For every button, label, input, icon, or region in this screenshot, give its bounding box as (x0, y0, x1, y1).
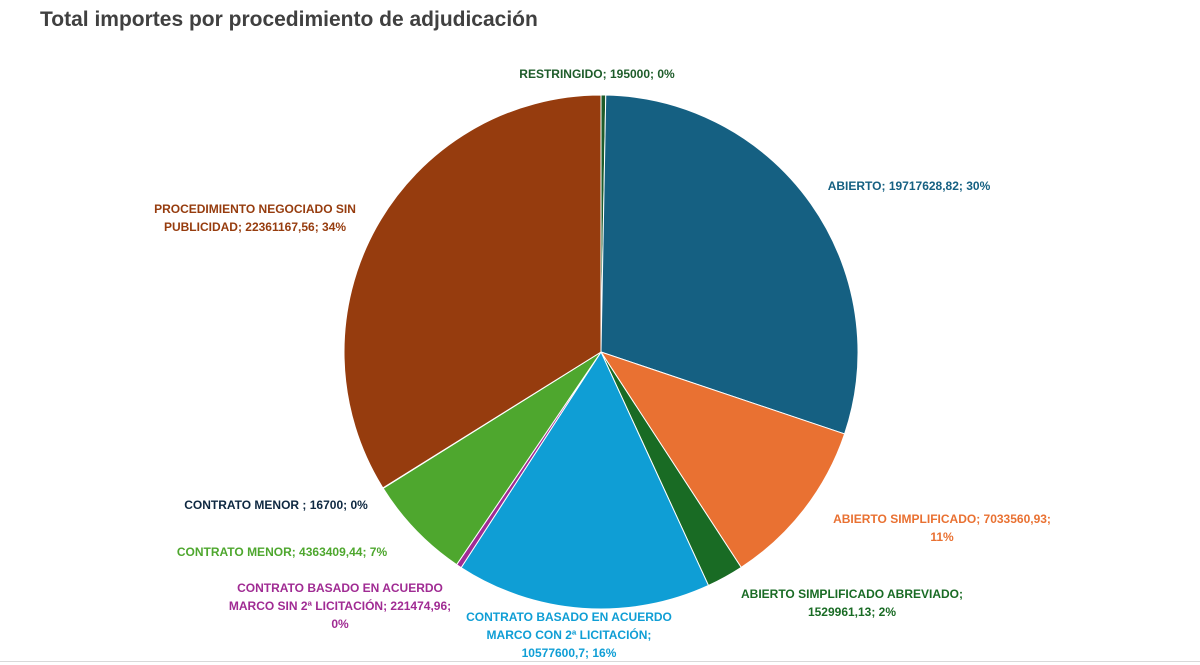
slice-label-6: CONTRATO MENOR; 4363409,44; 7% (177, 545, 388, 559)
slice-label-line: PUBLICIDAD; 22361167,56; 34% (164, 220, 346, 234)
slice-label-line: PROCEDIMIENTO NEGOCIADO SIN (154, 202, 356, 216)
slice-label-1: ABIERTO; 19717628,82; 30% (828, 179, 991, 193)
slice-label-line: CONTRATO BASADO EN ACUERDO (237, 581, 443, 595)
pie-labels: RESTRINGIDO; 195000; 0% ABIERTO; 19717628… (154, 67, 1051, 660)
pie-slice-contrato-basado-en-acuerdo-marco-con-2-licitacion-4 (460, 350, 710, 610)
slice-label-0: RESTRINGIDO; 195000; 0% (519, 67, 675, 81)
slice-label-3: ABIERTO SIMPLIFICADO ABREVIADO; 1529961,1… (741, 587, 963, 619)
slice-label-line: RESTRINGIDO; 195000; 0% (519, 67, 675, 81)
pie-slices (343, 94, 859, 610)
slice-label-line: ABIERTO SIMPLIFICADO; 7033560,93; (833, 512, 1051, 526)
slice-label-line: 11% (930, 530, 954, 544)
slice-label-8: PROCEDIMIENTO NEGOCIADO SIN PUBLICIDAD; 2… (154, 202, 356, 234)
slice-label-line: 10577600,7; 16% (522, 646, 617, 660)
pie-slice-procedimiento-negociado-sin-publicidad-8 (343, 94, 602, 489)
slice-label-line: ABIERTO SIMPLIFICADO ABREVIADO; (741, 587, 963, 601)
slice-label-line: CONTRATO BASADO EN ACUERDO (466, 610, 672, 624)
slice-label-5: CONTRATO BASADO EN ACUERDO MARCO SIN 2ª L… (229, 581, 451, 631)
slice-label-2: ABIERTO SIMPLIFICADO; 7033560,93; 11% (833, 512, 1051, 544)
slice-label-line: MARCO SIN 2ª LICITACIÓN; 221474,96; (229, 598, 451, 613)
slice-label-line: CONTRATO MENOR ; 16700; 0% (184, 498, 368, 512)
slice-label-line: CONTRATO MENOR; 4363409,44; 7% (177, 545, 388, 559)
slice-label-line: 0% (331, 617, 349, 631)
pie-slice-abierto-1 (600, 94, 859, 435)
slice-label-7: CONTRATO MENOR ; 16700; 0% (184, 498, 368, 512)
slice-label-line: 1529961,13; 2% (808, 605, 896, 619)
slice-label-4: CONTRATO BASADO EN ACUERDO MARCO CON 2ª L… (466, 610, 672, 660)
slice-label-line: MARCO CON 2ª LICITACIÓN; (487, 627, 652, 642)
chart-title: Total importes por procedimiento de adju… (40, 8, 538, 31)
pie-slice-abierto-simplificado-2 (599, 351, 846, 569)
bottom-divider (0, 661, 1200, 662)
slice-label-line: ABIERTO; 19717628,82; 30% (828, 179, 991, 193)
